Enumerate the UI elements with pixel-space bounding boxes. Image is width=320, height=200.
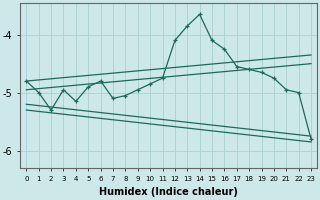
X-axis label: Humidex (Indice chaleur): Humidex (Indice chaleur) [99, 187, 238, 197]
